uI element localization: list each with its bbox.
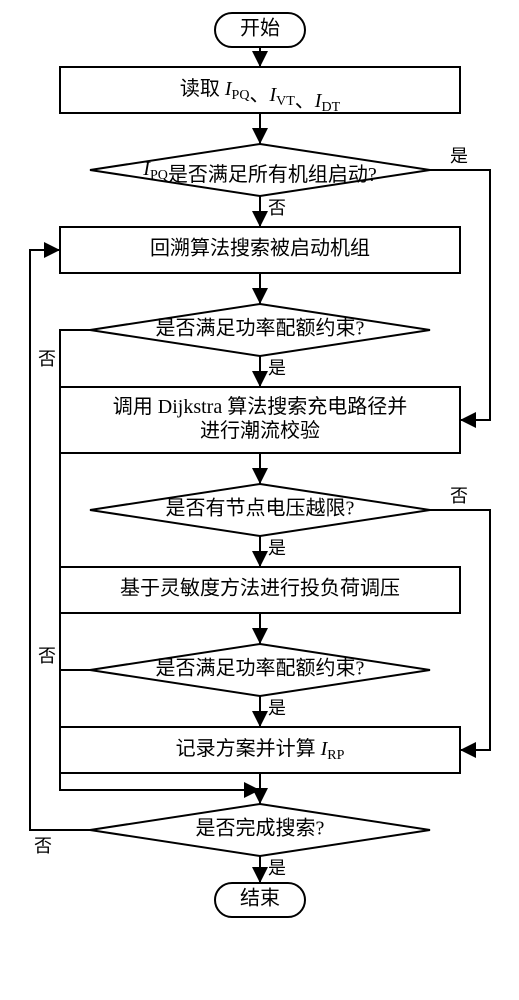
svg-text:是否满足功率配额约束?: 是否满足功率配额约束? — [156, 657, 365, 680]
svg-text:是否完成搜索?: 是否完成搜索? — [196, 817, 325, 840]
svg-text:是: 是 — [268, 858, 286, 878]
svg-text:记录方案并计算 IRP: 记录方案并计算 IRP — [176, 737, 345, 764]
node-start: 开始 — [215, 13, 305, 47]
svg-text:开始: 开始 — [240, 17, 280, 40]
node-back: 回溯算法搜索被启动机组 — [60, 227, 460, 273]
node-d5: 是否完成搜索? — [90, 804, 430, 856]
svg-text:基于灵敏度方法进行投负荷调压: 基于灵敏度方法进行投负荷调压 — [120, 577, 400, 600]
node-rec: 记录方案并计算 IRP — [60, 727, 460, 773]
svg-text:否: 否 — [450, 486, 468, 506]
svg-text:是: 是 — [268, 538, 286, 558]
node-dijk: 调用 Dijkstra 算法搜索充电路径并进行潮流校验 — [60, 387, 460, 453]
svg-text:是否满足功率配额约束?: 是否满足功率配额约束? — [156, 317, 365, 340]
node-d4: 是否满足功率配额约束? — [90, 644, 430, 696]
node-read: 读取 IPQ、IVT、IDT — [60, 67, 460, 115]
svg-text:是: 是 — [268, 358, 286, 378]
svg-text:回溯算法搜索被启动机组: 回溯算法搜索被启动机组 — [150, 237, 370, 260]
node-d2: 是否满足功率配额约束? — [90, 304, 430, 356]
node-d1: IPQ是否满足所有机组启动? — [90, 144, 430, 196]
svg-text:否: 否 — [38, 349, 56, 369]
svg-text:否: 否 — [38, 646, 56, 666]
node-d3: 是否有节点电压越限? — [90, 484, 430, 536]
svg-text:否: 否 — [268, 198, 286, 218]
svg-text:否: 否 — [34, 836, 52, 856]
svg-text:结束: 结束 — [240, 887, 280, 910]
node-end: 结束 — [215, 883, 305, 917]
svg-text:是否有节点电压越限?: 是否有节点电压越限? — [166, 497, 355, 520]
svg-text:是: 是 — [268, 698, 286, 718]
flowchart: 开始 读取 IPQ、IVT、IDT IPQ是否满足所有机组启动? 回溯算法搜索被… — [0, 0, 519, 1000]
node-sens: 基于灵敏度方法进行投负荷调压 — [60, 567, 460, 613]
svg-text:是: 是 — [450, 146, 468, 166]
